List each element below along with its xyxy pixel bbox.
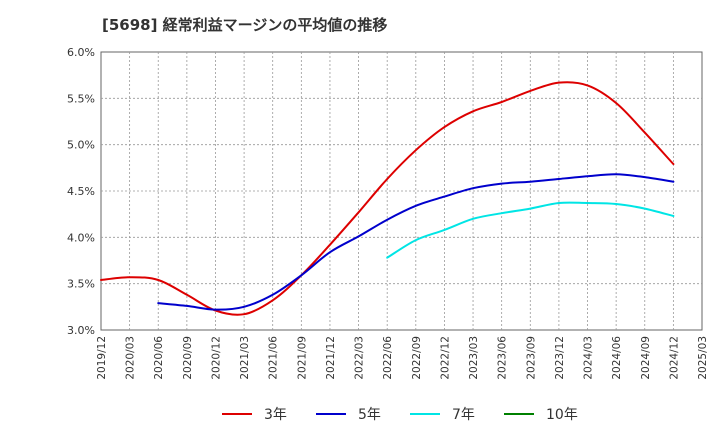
legend: 3年 5年 7年 10年 bbox=[222, 407, 578, 423]
chart-title: [5698] 経常利益マージンの平均値の推移 bbox=[102, 16, 388, 34]
x-tick-label: 2020/06 bbox=[153, 336, 165, 380]
x-tick-label: 2019/12 bbox=[96, 336, 108, 380]
y-tick-label: 5.5% bbox=[67, 92, 95, 105]
x-tick-label: 2025/03 bbox=[697, 336, 709, 380]
x-tick-label: 2024/03 bbox=[583, 336, 595, 380]
x-tick-label: 2024/06 bbox=[611, 336, 623, 380]
x-tick-label: 2023/03 bbox=[468, 336, 480, 380]
series-layer bbox=[100, 81, 675, 316]
series-line-2 bbox=[157, 173, 675, 311]
y-tick-label: 6.0% bbox=[67, 46, 95, 59]
x-tick-label: 2024/09 bbox=[640, 336, 652, 380]
x-tick-label: 2023/09 bbox=[525, 336, 537, 380]
y-tick-label: 4.5% bbox=[67, 185, 95, 198]
x-tick-label: 2023/06 bbox=[497, 336, 509, 380]
x-tick-label: 2021/09 bbox=[296, 336, 308, 380]
x-tick-label: 2023/12 bbox=[554, 336, 566, 380]
x-tick-label: 2021/12 bbox=[325, 336, 337, 380]
y-tick-label: 3.0% bbox=[67, 324, 95, 337]
axis-layer: 6.0% 5.5% 5.0% 4.5% 4.0% 3.5% 3.0%2019/12 2020/… bbox=[67, 46, 709, 380]
y-tick-label: 3.5% bbox=[67, 278, 95, 291]
x-tick-label: 2020/09 bbox=[182, 336, 194, 380]
x-tick-label: 2021/06 bbox=[268, 336, 280, 380]
x-tick-label: 2022/09 bbox=[411, 336, 423, 380]
legend-label-2: 5年 bbox=[358, 407, 381, 423]
x-tick-label: 2022/12 bbox=[439, 336, 451, 380]
x-tick-label: 2020/12 bbox=[210, 336, 222, 380]
grid-layer bbox=[100, 51, 703, 331]
legend-label-4: 10年 bbox=[546, 407, 578, 423]
x-tick-label: 2021/03 bbox=[239, 336, 251, 380]
y-tick-label: 5.0% bbox=[67, 139, 95, 152]
x-tick-label: 2022/03 bbox=[354, 336, 366, 380]
x-tick-label: 2022/06 bbox=[382, 336, 394, 380]
legend-label-3: 7年 bbox=[452, 407, 475, 423]
y-tick-label: 4.0% bbox=[67, 231, 95, 244]
x-tick-label: 2020/03 bbox=[125, 336, 137, 380]
legend-label-1: 3年 bbox=[264, 407, 287, 423]
x-tick-label: 2024/12 bbox=[668, 336, 680, 380]
series-line-3 bbox=[386, 201, 675, 259]
series-line-1 bbox=[100, 81, 675, 316]
